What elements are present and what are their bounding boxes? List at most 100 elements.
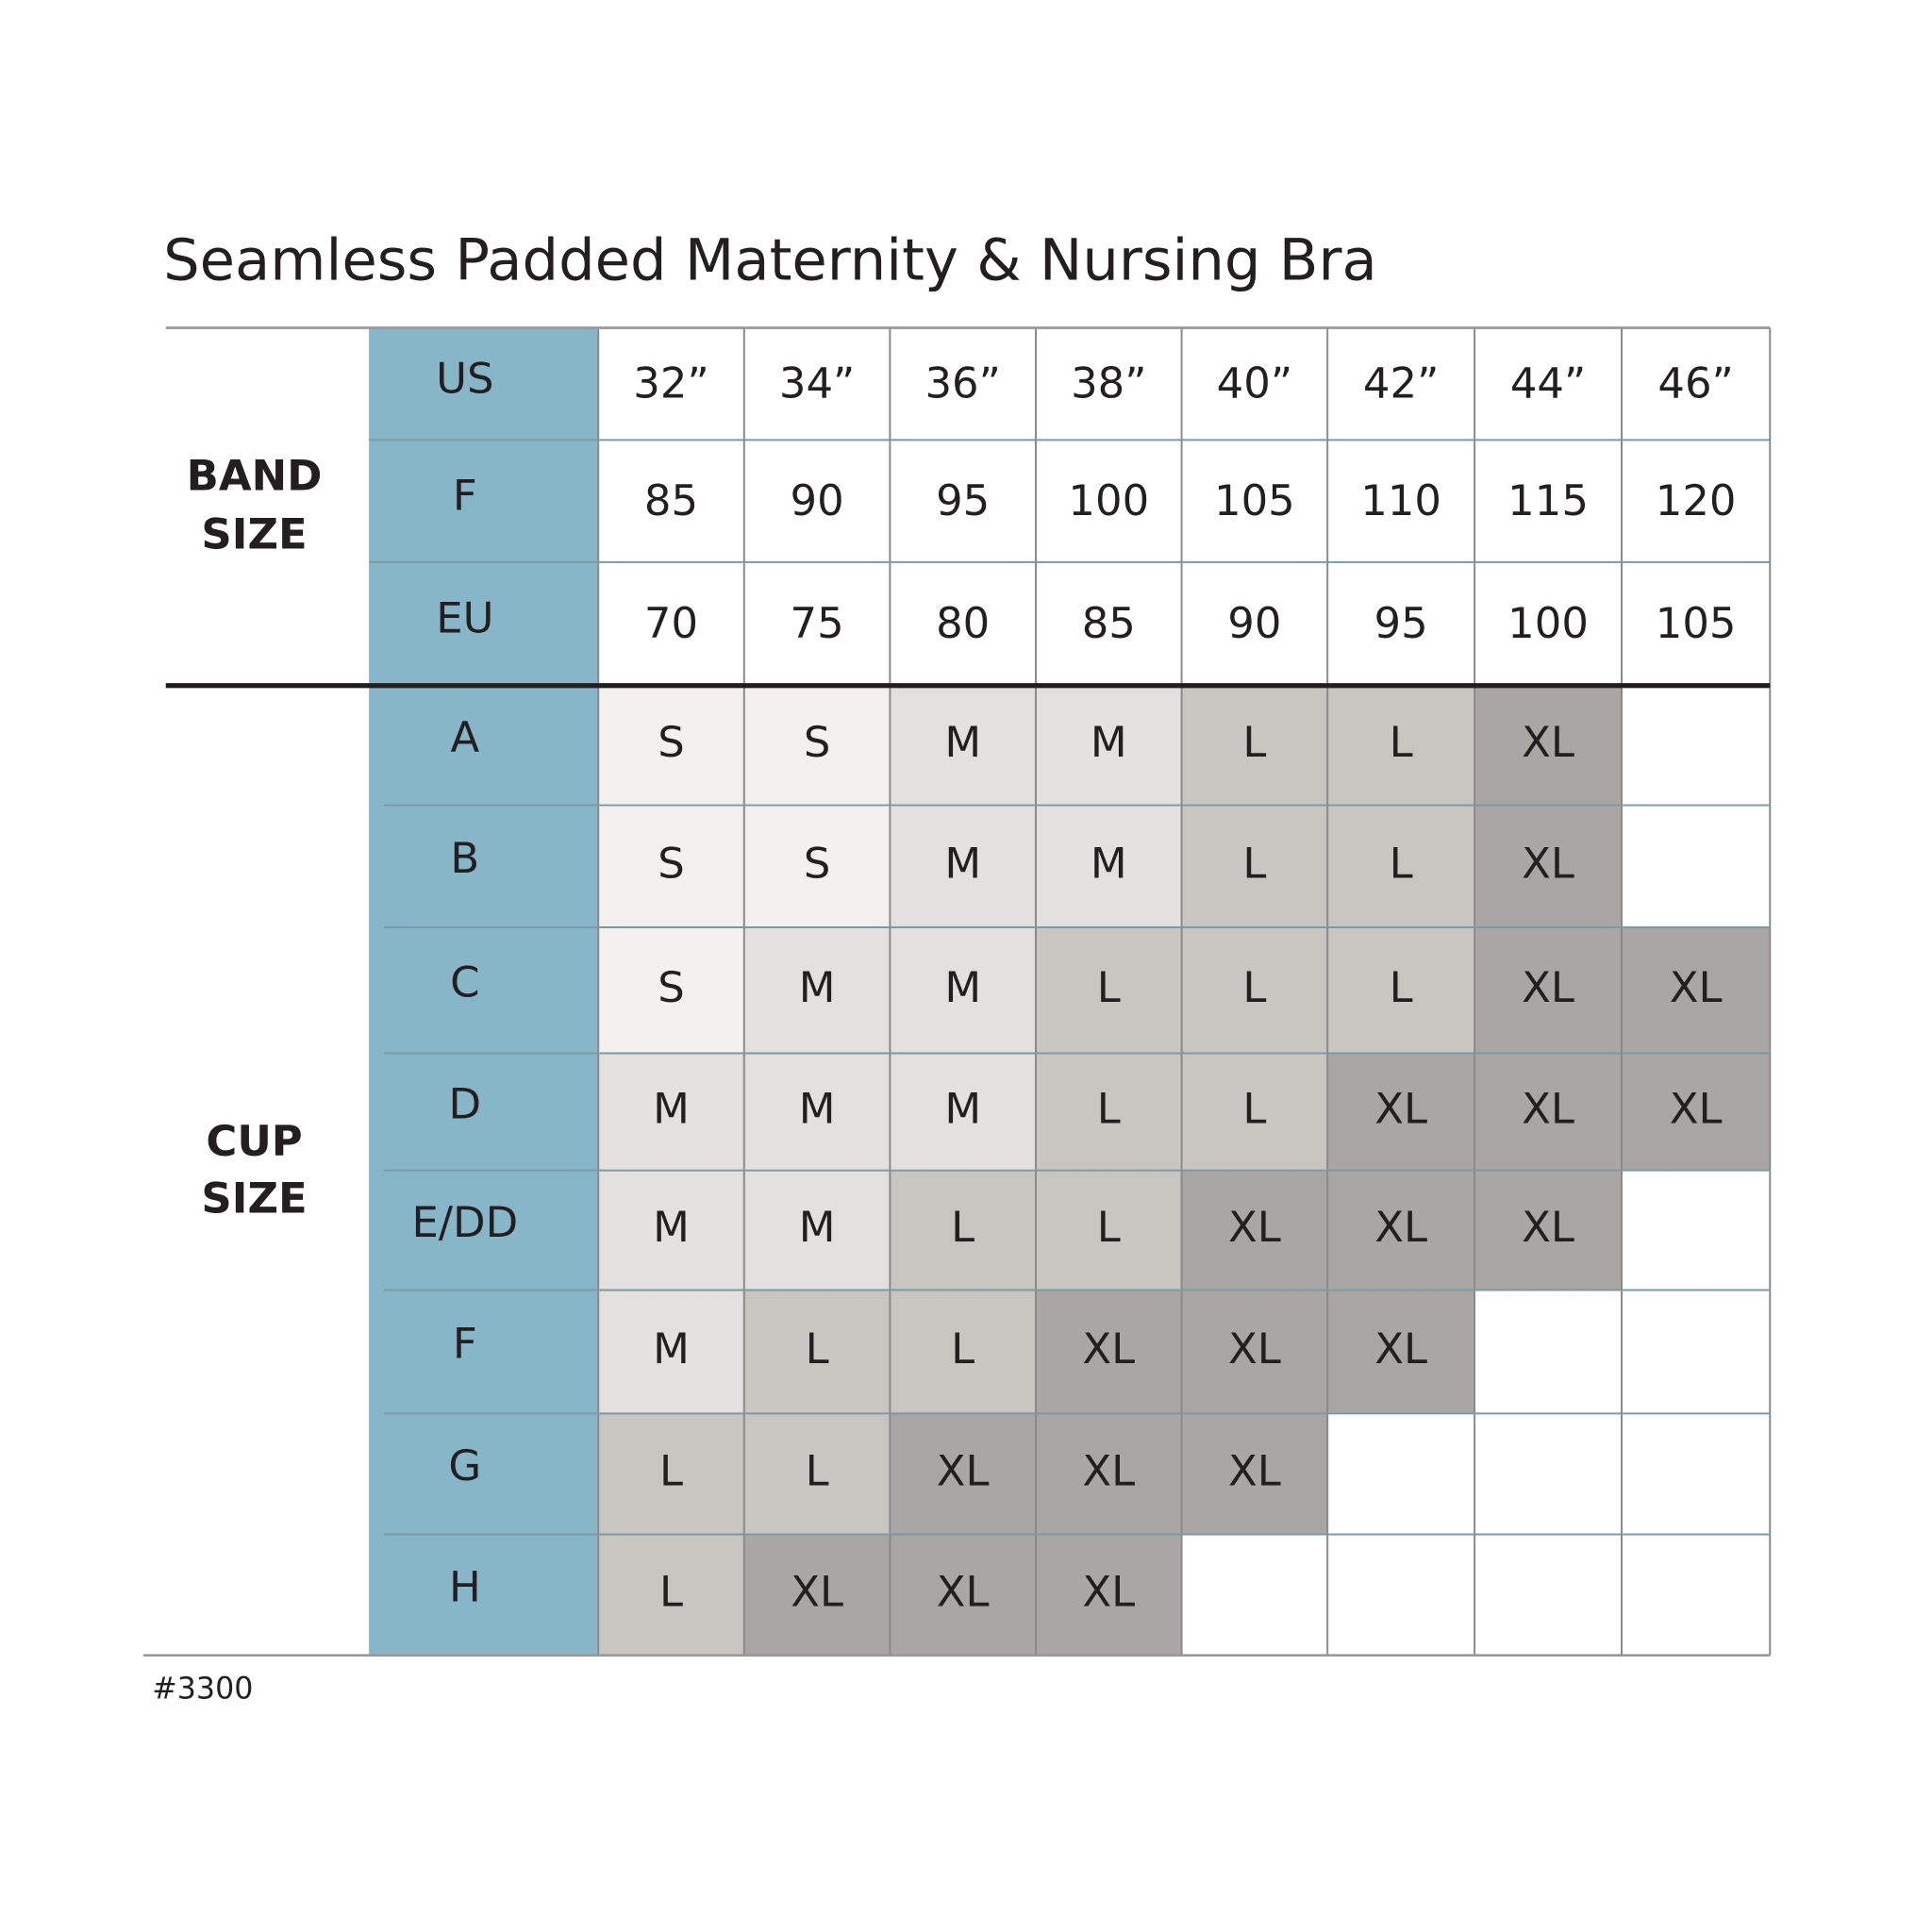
size-value: L xyxy=(1242,962,1266,1012)
size-cell xyxy=(598,1290,744,1414)
size-cell xyxy=(890,1170,1036,1291)
size-cell xyxy=(1181,1053,1328,1171)
row-label: F xyxy=(453,1319,477,1369)
size-cell xyxy=(1181,1170,1328,1291)
band-value: 90 xyxy=(1227,598,1281,648)
size-value: S xyxy=(804,838,831,888)
row-label: H xyxy=(449,1561,481,1611)
size-value: XL xyxy=(1228,1202,1281,1252)
size-cell xyxy=(598,805,744,928)
row-label: US xyxy=(436,353,493,403)
row-label: G xyxy=(448,1441,481,1491)
size-value: XL xyxy=(1522,962,1574,1012)
size-cell xyxy=(598,927,744,1054)
size-value: XL xyxy=(1228,1324,1281,1374)
row-label: D xyxy=(449,1078,482,1128)
size-cell xyxy=(598,1170,744,1291)
size-value: M xyxy=(1091,717,1127,767)
size-cell xyxy=(743,685,891,806)
band-value: 105 xyxy=(1656,598,1737,648)
band-value: 70 xyxy=(644,598,698,648)
size-value: XL xyxy=(1522,838,1574,888)
band-value: 38” xyxy=(1071,358,1146,408)
size-cell xyxy=(1035,927,1182,1054)
band-value: 75 xyxy=(791,598,844,648)
size-cell xyxy=(1035,1170,1182,1291)
band-value: 44” xyxy=(1510,358,1586,408)
size-cell xyxy=(743,1170,891,1291)
band-value: 105 xyxy=(1214,475,1295,525)
size-cell xyxy=(1474,1170,1622,1291)
size-cell xyxy=(1181,1290,1328,1414)
size-value: XL xyxy=(1374,1202,1427,1252)
size-value: L xyxy=(1097,962,1121,1012)
size-value: S xyxy=(804,717,831,767)
band-value: 80 xyxy=(936,598,990,648)
size-cell xyxy=(890,1534,1036,1656)
row-label: EU xyxy=(436,593,493,643)
size-cell xyxy=(1181,685,1328,806)
size-cell xyxy=(890,805,1036,928)
size-cell xyxy=(1474,805,1622,928)
size-cell xyxy=(890,1413,1036,1535)
size-value: S xyxy=(658,717,685,767)
size-value: L xyxy=(1242,838,1266,888)
size-cell xyxy=(1474,1053,1622,1171)
size-value: L xyxy=(806,1445,829,1495)
size-cell xyxy=(1035,685,1182,806)
size-value: L xyxy=(1242,1084,1266,1134)
size-cell xyxy=(1474,685,1622,806)
size-value: XL xyxy=(1374,1324,1427,1374)
size-value: XL xyxy=(1670,1084,1723,1134)
size-value: XL xyxy=(937,1445,990,1495)
band-value: 115 xyxy=(1507,475,1589,525)
size-cell xyxy=(1474,927,1622,1054)
row-label: C xyxy=(450,957,479,1007)
size-value: L xyxy=(951,1324,974,1374)
size-value: S xyxy=(658,962,685,1012)
size-value: XL xyxy=(1522,717,1574,767)
size-value: L xyxy=(1097,1084,1121,1134)
size-value: M xyxy=(799,1084,836,1134)
size-cell xyxy=(743,927,891,1054)
size-value: XL xyxy=(1374,1084,1427,1134)
size-cell xyxy=(1035,1413,1182,1535)
size-cell xyxy=(598,685,744,806)
band-value: 40” xyxy=(1217,358,1292,408)
title: Seamless Padded Maternity & Nursing Bra xyxy=(163,228,1377,294)
size-cell xyxy=(1181,1413,1328,1535)
band-value: 46” xyxy=(1657,358,1733,408)
size-cell xyxy=(598,1413,744,1535)
size-cell xyxy=(1621,1053,1771,1171)
row-label: F xyxy=(453,471,477,521)
cup-label: SIZE xyxy=(201,1174,307,1224)
size-cell xyxy=(890,1053,1036,1171)
band-value: 85 xyxy=(1082,598,1136,648)
band-value: 34” xyxy=(779,358,855,408)
size-value: L xyxy=(1390,838,1413,888)
row-label: B xyxy=(450,833,479,883)
size-value: M xyxy=(944,717,981,767)
band-value: 95 xyxy=(936,475,990,525)
size-value: L xyxy=(806,1324,829,1374)
band-value: 100 xyxy=(1068,475,1149,525)
size-cell xyxy=(1327,1053,1475,1171)
band-value: 95 xyxy=(1374,598,1428,648)
size-value: M xyxy=(1091,838,1127,888)
size-cell xyxy=(743,1534,891,1656)
size-value: M xyxy=(944,962,981,1012)
size-value: XL xyxy=(1228,1445,1281,1495)
band-value: 100 xyxy=(1507,598,1589,648)
size-value: L xyxy=(659,1445,683,1495)
size-cell xyxy=(1327,685,1475,806)
size-cell xyxy=(1327,805,1475,928)
size-cell xyxy=(1327,1290,1475,1414)
band-value: 32” xyxy=(633,358,708,408)
size-cell xyxy=(890,685,1036,806)
size-cell xyxy=(1035,1053,1182,1171)
footer: #3300 xyxy=(152,1673,253,1707)
band-value: 85 xyxy=(644,475,698,525)
size-value: XL xyxy=(1522,1084,1574,1134)
size-value: L xyxy=(1390,962,1413,1012)
size-cell xyxy=(890,1290,1036,1414)
